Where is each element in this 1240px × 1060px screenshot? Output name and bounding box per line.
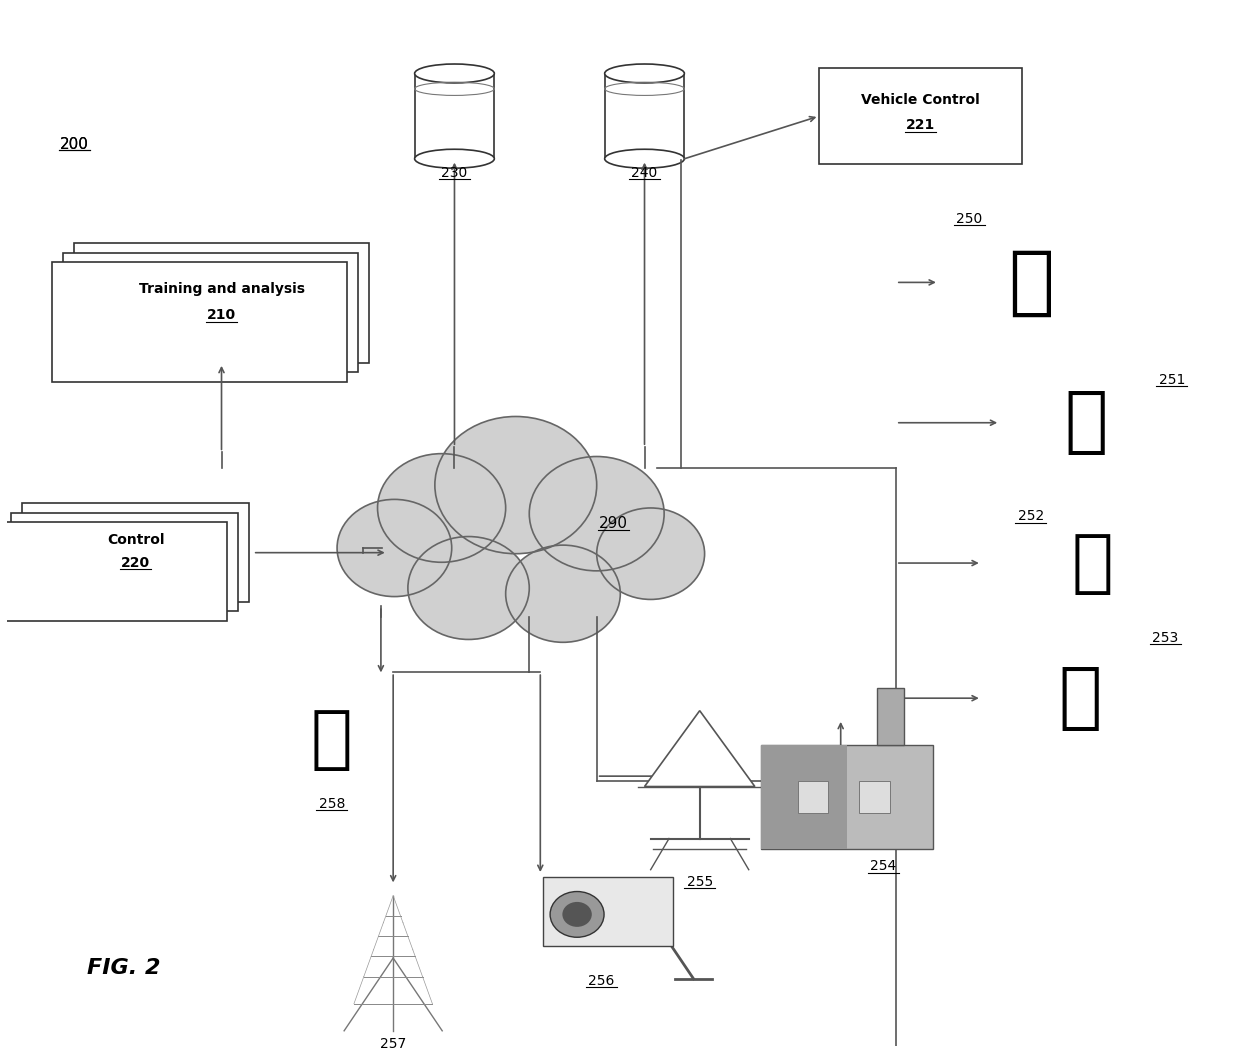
Circle shape <box>563 902 591 926</box>
Text: 🚜: 🚜 <box>311 706 352 773</box>
Text: 🚢: 🚢 <box>1071 530 1114 597</box>
Text: 220: 220 <box>122 555 150 570</box>
Circle shape <box>408 536 529 639</box>
Bar <box>414 73 495 159</box>
Text: Control: Control <box>107 533 165 547</box>
Ellipse shape <box>605 64 684 83</box>
Text: 🚁: 🚁 <box>1064 388 1107 457</box>
Bar <box>605 73 684 159</box>
FancyBboxPatch shape <box>22 504 249 602</box>
FancyBboxPatch shape <box>63 252 357 372</box>
Text: 221: 221 <box>905 118 935 132</box>
Ellipse shape <box>605 149 684 169</box>
Bar <box>797 781 828 813</box>
Circle shape <box>377 454 506 562</box>
Text: 290: 290 <box>599 516 629 531</box>
Circle shape <box>435 417 596 553</box>
Text: 251: 251 <box>1158 373 1185 387</box>
Ellipse shape <box>414 64 495 83</box>
Polygon shape <box>645 710 755 787</box>
Circle shape <box>529 457 665 571</box>
FancyBboxPatch shape <box>11 513 238 612</box>
Bar <box>761 745 847 849</box>
Text: 240: 240 <box>631 166 657 180</box>
Ellipse shape <box>414 149 495 169</box>
FancyBboxPatch shape <box>820 68 1022 164</box>
Text: 256: 256 <box>589 974 615 988</box>
Text: 255: 255 <box>687 874 713 889</box>
Circle shape <box>506 545 620 642</box>
Text: 254: 254 <box>870 860 897 873</box>
Text: ⛵: ⛵ <box>1058 664 1101 732</box>
Bar <box>761 745 932 849</box>
Text: 🚗: 🚗 <box>1008 246 1054 319</box>
Text: 252: 252 <box>1018 509 1044 523</box>
Text: 200: 200 <box>60 137 89 152</box>
Bar <box>859 781 890 813</box>
Text: 257: 257 <box>379 1037 407 1052</box>
Text: 258: 258 <box>319 797 345 811</box>
Circle shape <box>551 891 604 937</box>
Text: FIG. 2: FIG. 2 <box>87 958 160 978</box>
FancyBboxPatch shape <box>543 877 673 946</box>
Text: 230: 230 <box>441 166 467 180</box>
Text: Vehicle Control: Vehicle Control <box>861 93 980 107</box>
Bar <box>878 688 904 745</box>
FancyBboxPatch shape <box>52 262 346 382</box>
FancyBboxPatch shape <box>74 244 368 363</box>
Text: 200: 200 <box>60 137 89 152</box>
Text: 210: 210 <box>207 308 236 322</box>
FancyBboxPatch shape <box>0 522 227 621</box>
Circle shape <box>337 499 451 597</box>
Circle shape <box>596 508 704 600</box>
Text: 253: 253 <box>1152 631 1179 644</box>
Text: 250: 250 <box>956 212 982 226</box>
Text: Training and analysis: Training and analysis <box>139 282 305 296</box>
